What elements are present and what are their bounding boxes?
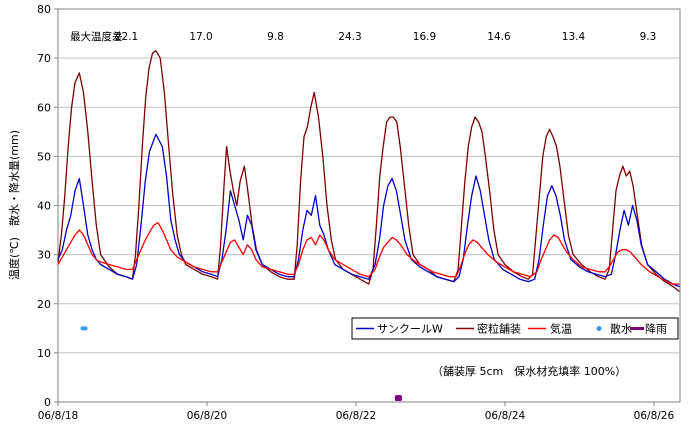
max-diff-label: 13.4 bbox=[562, 31, 586, 43]
y-tick-label: 40 bbox=[37, 200, 51, 213]
legend-label: 降雨 bbox=[645, 322, 667, 336]
y-axis-label: 温度(℃) 散水・降水量(mm) bbox=[7, 130, 21, 280]
max-diff-label: 16.9 bbox=[413, 31, 436, 43]
x-tick-label: 06/8/26 bbox=[634, 410, 675, 422]
y-tick-label: 50 bbox=[37, 150, 51, 163]
legend: サンクールW 密粒舗装 気温 散水 降雨 bbox=[351, 317, 679, 340]
legend-label: サンクールW bbox=[377, 323, 443, 336]
x-tick-label: 06/8/24 bbox=[485, 410, 526, 422]
series-line bbox=[57, 50, 680, 293]
x-tick-label: 06/8/18 bbox=[38, 410, 78, 422]
y-tick-label: 60 bbox=[37, 101, 51, 114]
y-tick-label: 0 bbox=[44, 396, 51, 409]
max-diff-label: 22.1 bbox=[115, 31, 138, 43]
legend-box bbox=[351, 317, 679, 340]
max-diff-label: 14.6 bbox=[487, 31, 511, 43]
sprinkling-marker bbox=[80, 326, 88, 331]
max-diff-label: 24.3 bbox=[338, 31, 361, 43]
max-diff-label: 9.8 bbox=[267, 31, 284, 43]
y-tick-label: 20 bbox=[37, 298, 51, 311]
max-diff-heading: 最大温度差 bbox=[70, 30, 123, 43]
max-diff-label: 9.3 bbox=[640, 31, 657, 43]
max-diff-label: 17.0 bbox=[189, 31, 212, 43]
legend-swatch bbox=[596, 326, 602, 331]
legend-label: 散水 bbox=[610, 322, 632, 336]
series-line bbox=[57, 222, 680, 285]
legend-label: 密粒舗装 bbox=[477, 322, 521, 336]
y-tick-label: 30 bbox=[37, 249, 51, 262]
legend-label: 気温 bbox=[550, 322, 572, 336]
x-tick-label: 06/8/22 bbox=[336, 410, 376, 422]
y-tick-label: 70 bbox=[37, 52, 51, 65]
x-tick-label: 06/8/20 bbox=[187, 410, 227, 422]
y-tick-label: 10 bbox=[37, 347, 51, 360]
pavement-note: （舗装厚 5cm 保水材充填率 100%） bbox=[432, 364, 626, 378]
series-line bbox=[57, 133, 680, 288]
y-tick-label: 80 bbox=[37, 3, 51, 16]
rain-bar bbox=[394, 395, 402, 401]
